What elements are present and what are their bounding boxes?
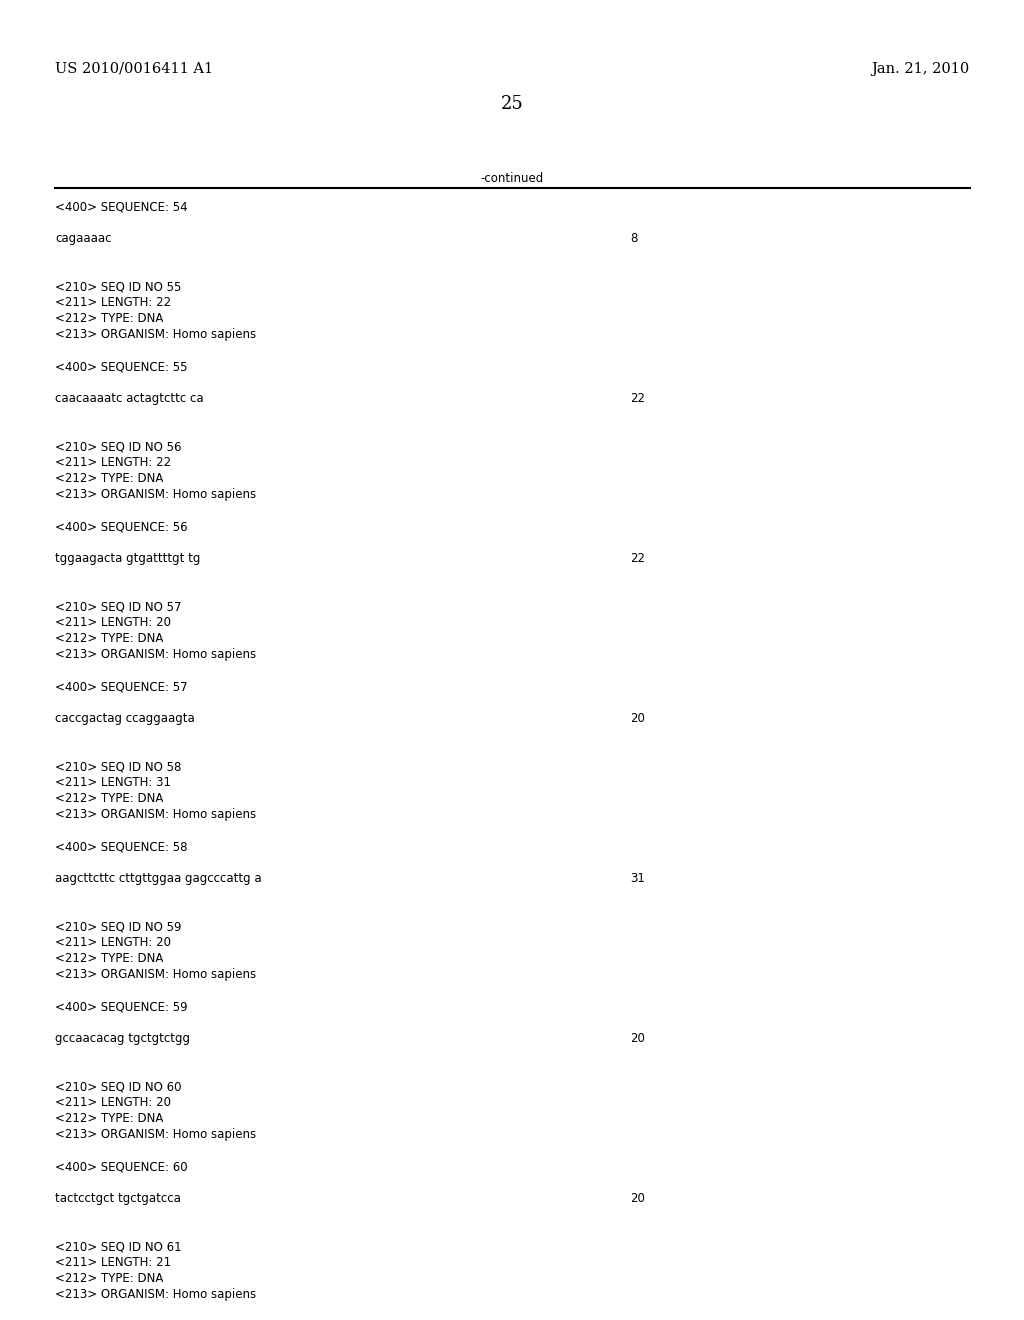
Text: <400> SEQUENCE: 60: <400> SEQUENCE: 60 bbox=[55, 1160, 187, 1173]
Text: <213> ORGANISM: Homo sapiens: <213> ORGANISM: Homo sapiens bbox=[55, 808, 256, 821]
Text: <211> LENGTH: 22: <211> LENGTH: 22 bbox=[55, 455, 171, 469]
Text: 31: 31 bbox=[630, 873, 645, 884]
Text: US 2010/0016411 A1: US 2010/0016411 A1 bbox=[55, 62, 213, 77]
Text: caacaaaatc actagtcttc ca: caacaaaatc actagtcttc ca bbox=[55, 392, 204, 405]
Text: 20: 20 bbox=[630, 711, 645, 725]
Text: cagaaaac: cagaaaac bbox=[55, 232, 112, 246]
Text: <213> ORGANISM: Homo sapiens: <213> ORGANISM: Homo sapiens bbox=[55, 1288, 256, 1302]
Text: <210> SEQ ID NO 60: <210> SEQ ID NO 60 bbox=[55, 1080, 181, 1093]
Text: <213> ORGANISM: Homo sapiens: <213> ORGANISM: Homo sapiens bbox=[55, 968, 256, 981]
Text: <400> SEQUENCE: 59: <400> SEQUENCE: 59 bbox=[55, 1001, 187, 1012]
Text: <211> LENGTH: 21: <211> LENGTH: 21 bbox=[55, 1257, 171, 1269]
Text: tggaagacta gtgattttgt tg: tggaagacta gtgattttgt tg bbox=[55, 552, 201, 565]
Text: <210> SEQ ID NO 58: <210> SEQ ID NO 58 bbox=[55, 760, 181, 774]
Text: <400> SEQUENCE: 54: <400> SEQUENCE: 54 bbox=[55, 201, 187, 213]
Text: <211> LENGTH: 20: <211> LENGTH: 20 bbox=[55, 936, 171, 949]
Text: <212> TYPE: DNA: <212> TYPE: DNA bbox=[55, 632, 164, 645]
Text: <212> TYPE: DNA: <212> TYPE: DNA bbox=[55, 792, 164, 805]
Text: 20: 20 bbox=[630, 1032, 645, 1045]
Text: <211> LENGTH: 22: <211> LENGTH: 22 bbox=[55, 296, 171, 309]
Text: <212> TYPE: DNA: <212> TYPE: DNA bbox=[55, 473, 164, 484]
Text: <211> LENGTH: 20: <211> LENGTH: 20 bbox=[55, 1096, 171, 1109]
Text: 22: 22 bbox=[630, 552, 645, 565]
Text: caccgactag ccaggaagta: caccgactag ccaggaagta bbox=[55, 711, 195, 725]
Text: <400> SEQUENCE: 58: <400> SEQUENCE: 58 bbox=[55, 840, 187, 853]
Text: <211> LENGTH: 20: <211> LENGTH: 20 bbox=[55, 616, 171, 630]
Text: <211> LENGTH: 31: <211> LENGTH: 31 bbox=[55, 776, 171, 789]
Text: 22: 22 bbox=[630, 392, 645, 405]
Text: <210> SEQ ID NO 55: <210> SEQ ID NO 55 bbox=[55, 280, 181, 293]
Text: <212> TYPE: DNA: <212> TYPE: DNA bbox=[55, 1272, 164, 1284]
Text: gccaacacag tgctgtctgg: gccaacacag tgctgtctgg bbox=[55, 1032, 190, 1045]
Text: 25: 25 bbox=[501, 95, 523, 114]
Text: <400> SEQUENCE: 55: <400> SEQUENCE: 55 bbox=[55, 360, 187, 374]
Text: aagcttcttc cttgttggaa gagcccattg a: aagcttcttc cttgttggaa gagcccattg a bbox=[55, 873, 261, 884]
Text: <210> SEQ ID NO 59: <210> SEQ ID NO 59 bbox=[55, 920, 181, 933]
Text: <213> ORGANISM: Homo sapiens: <213> ORGANISM: Homo sapiens bbox=[55, 327, 256, 341]
Text: <212> TYPE: DNA: <212> TYPE: DNA bbox=[55, 952, 164, 965]
Text: 20: 20 bbox=[630, 1192, 645, 1205]
Text: -continued: -continued bbox=[480, 172, 544, 185]
Text: <210> SEQ ID NO 57: <210> SEQ ID NO 57 bbox=[55, 601, 181, 612]
Text: <212> TYPE: DNA: <212> TYPE: DNA bbox=[55, 1111, 164, 1125]
Text: 8: 8 bbox=[630, 232, 637, 246]
Text: <213> ORGANISM: Homo sapiens: <213> ORGANISM: Homo sapiens bbox=[55, 1129, 256, 1140]
Text: <212> TYPE: DNA: <212> TYPE: DNA bbox=[55, 312, 164, 325]
Text: <213> ORGANISM: Homo sapiens: <213> ORGANISM: Homo sapiens bbox=[55, 648, 256, 661]
Text: <210> SEQ ID NO 61: <210> SEQ ID NO 61 bbox=[55, 1239, 181, 1253]
Text: Jan. 21, 2010: Jan. 21, 2010 bbox=[871, 62, 970, 77]
Text: tactcctgct tgctgatcca: tactcctgct tgctgatcca bbox=[55, 1192, 181, 1205]
Text: <213> ORGANISM: Homo sapiens: <213> ORGANISM: Homo sapiens bbox=[55, 488, 256, 502]
Text: <210> SEQ ID NO 56: <210> SEQ ID NO 56 bbox=[55, 440, 181, 453]
Text: <400> SEQUENCE: 56: <400> SEQUENCE: 56 bbox=[55, 520, 187, 533]
Text: <400> SEQUENCE: 57: <400> SEQUENCE: 57 bbox=[55, 680, 187, 693]
